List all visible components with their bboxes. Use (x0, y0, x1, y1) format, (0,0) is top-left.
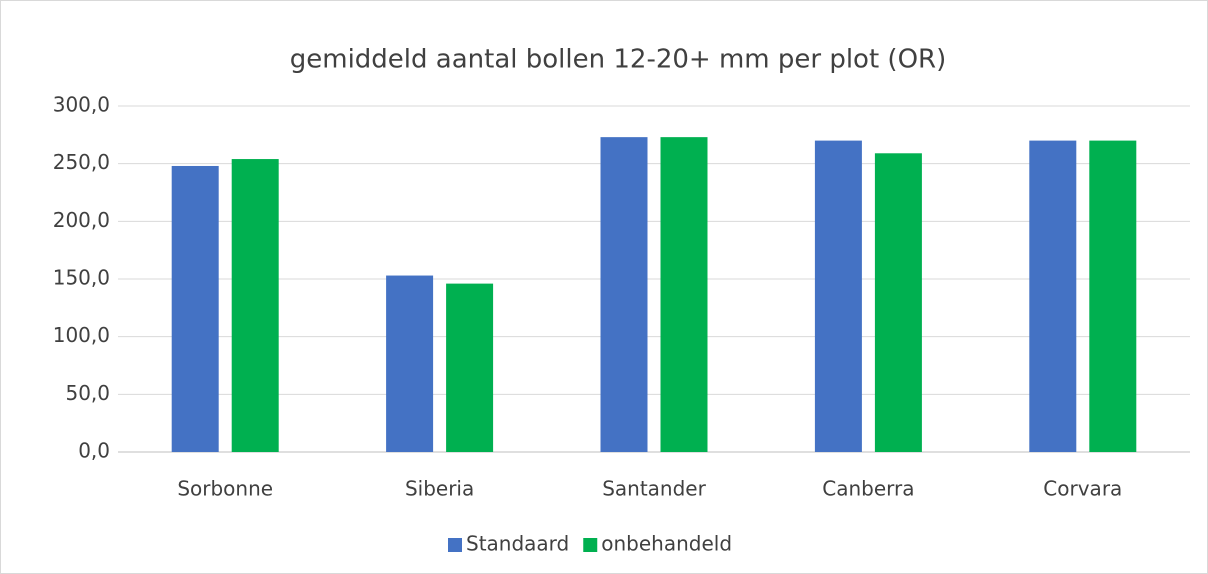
y-tick-label: 250,0 (53, 150, 110, 174)
y-tick-label: 200,0 (53, 208, 110, 232)
bar (446, 283, 494, 452)
chart-title: gemiddeld aantal bollen 12-20+ mm per pl… (290, 45, 947, 75)
bar (1089, 140, 1137, 452)
y-tick-label: 50,0 (65, 381, 110, 405)
legend-swatch (583, 538, 598, 552)
x-tick-label: Corvara (1043, 477, 1122, 501)
bar (874, 153, 922, 452)
y-tick-label: 0,0 (78, 439, 110, 463)
y-tick-label: 150,0 (53, 266, 110, 290)
legend-label: onbehandeld (601, 532, 732, 556)
bar (386, 275, 434, 452)
legend-swatch (448, 538, 462, 552)
bar (171, 165, 219, 452)
y-tick-label: 100,0 (53, 323, 110, 347)
bar (231, 159, 279, 452)
x-tick-label: Canberra (822, 477, 914, 501)
bar (600, 137, 648, 452)
bar (814, 140, 862, 452)
bar (1029, 140, 1077, 452)
x-tick-label: Siberia (405, 477, 474, 501)
x-tick-label: Sorbonne (177, 477, 273, 501)
y-tick-label: 300,0 (53, 93, 110, 117)
bar (660, 137, 708, 452)
legend-label: Standaard (466, 532, 569, 556)
x-tick-label: Santander (602, 477, 706, 501)
